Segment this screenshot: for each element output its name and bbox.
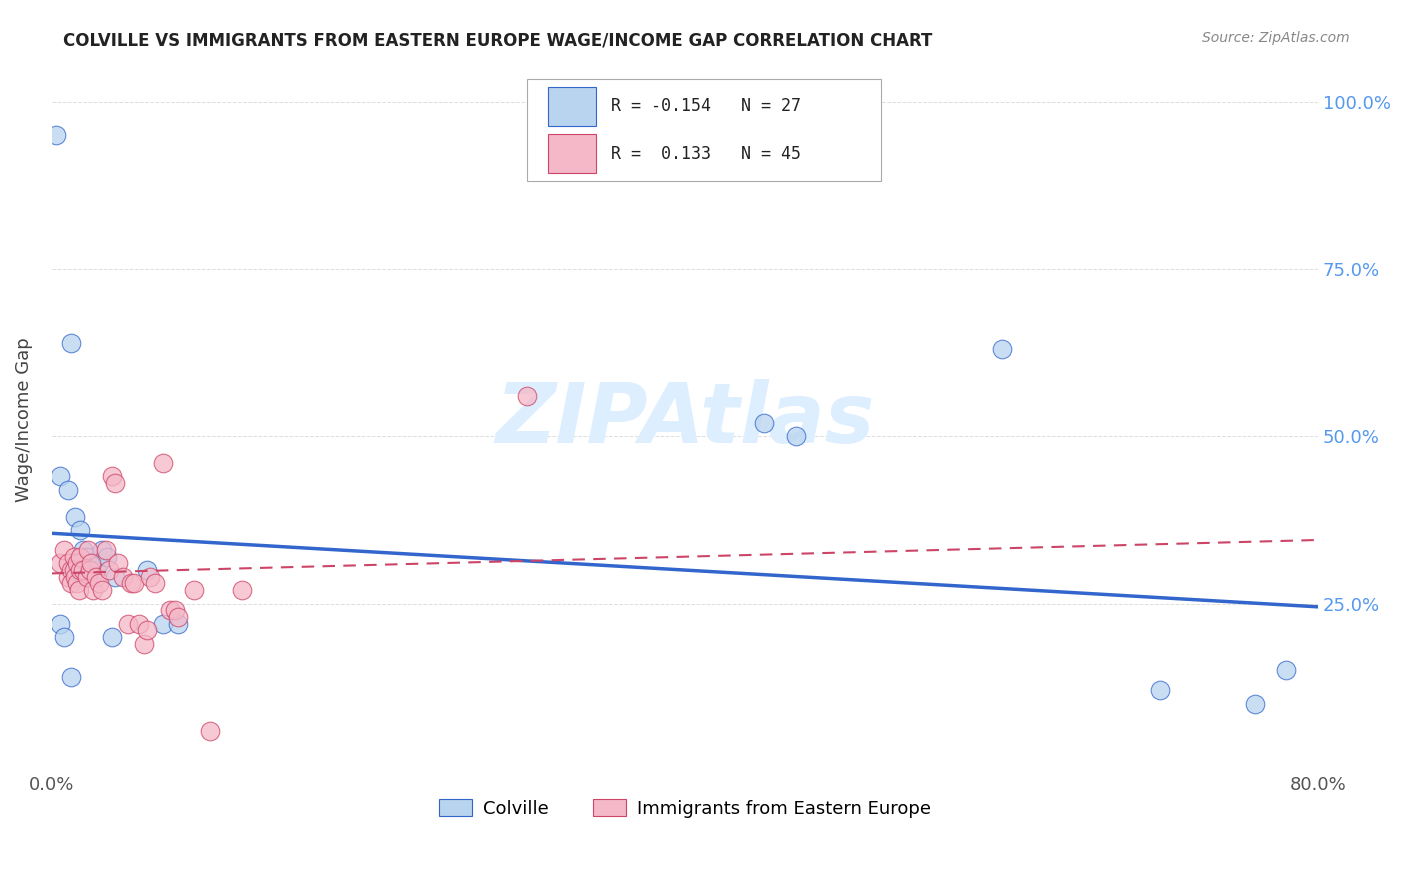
Point — [59, 335, 82, 350]
Point — [167, 610, 190, 624]
Point — [101, 469, 124, 483]
Point — [59, 576, 82, 591]
Point — [91, 583, 114, 598]
Point — [76, 549, 98, 564]
Text: COLVILLE VS IMMIGRANTS FROM EASTERN EUROPE WAGE/INCOME GAP CORRELATION CHART: COLVILLE VS IMMIGRANTS FROM EASTERN EURO… — [63, 31, 932, 49]
Point — [53, 543, 76, 558]
Point — [111, 570, 134, 584]
Point — [63, 549, 86, 564]
Point — [56, 483, 79, 497]
Point — [104, 476, 127, 491]
Point — [56, 557, 79, 571]
Point — [1275, 664, 1298, 678]
Point — [48, 469, 70, 483]
Point — [107, 557, 129, 571]
Point — [79, 563, 101, 577]
Point — [45, 128, 67, 143]
Point — [120, 576, 142, 591]
Point — [69, 523, 91, 537]
Point — [128, 616, 150, 631]
Point — [91, 543, 114, 558]
Point — [82, 583, 104, 598]
Point — [94, 543, 117, 558]
Point — [104, 570, 127, 584]
Point — [752, 416, 775, 430]
Point — [117, 616, 139, 631]
Point — [66, 557, 89, 571]
Point — [143, 576, 166, 591]
Point — [135, 624, 157, 638]
Point — [139, 570, 162, 584]
Text: R =  0.133   N = 45: R = 0.133 N = 45 — [612, 145, 801, 162]
Text: R = -0.154   N = 27: R = -0.154 N = 27 — [612, 97, 801, 115]
FancyBboxPatch shape — [548, 87, 596, 126]
Point — [56, 570, 79, 584]
Point — [1149, 683, 1171, 698]
Legend: Colville, Immigrants from Eastern Europe: Colville, Immigrants from Eastern Europe — [432, 791, 938, 825]
Point — [96, 549, 118, 564]
Point — [48, 557, 70, 571]
Point — [101, 630, 124, 644]
Point — [63, 563, 86, 577]
Point — [159, 603, 181, 617]
Point — [69, 549, 91, 564]
Point — [84, 563, 107, 577]
Point — [785, 429, 807, 443]
Point — [84, 570, 107, 584]
Text: Source: ZipAtlas.com: Source: ZipAtlas.com — [1202, 31, 1350, 45]
Point — [135, 563, 157, 577]
Point — [167, 616, 190, 631]
Y-axis label: Wage/Income Gap: Wage/Income Gap — [15, 337, 32, 502]
Point — [65, 509, 87, 524]
Point — [53, 630, 76, 644]
Point — [66, 576, 89, 591]
Point — [77, 543, 100, 558]
Point — [59, 670, 82, 684]
Point — [76, 570, 98, 584]
Point — [516, 389, 538, 403]
Point — [80, 557, 103, 571]
Point — [152, 456, 174, 470]
Text: ZIPAtlas: ZIPAtlas — [495, 379, 875, 460]
Point — [97, 563, 120, 577]
Point — [80, 557, 103, 571]
Point — [67, 583, 90, 598]
Point — [198, 723, 221, 738]
Point — [1243, 697, 1265, 711]
Point — [990, 343, 1012, 357]
Point — [165, 603, 187, 617]
Point — [89, 576, 111, 591]
Point — [72, 563, 94, 577]
Point — [132, 637, 155, 651]
FancyBboxPatch shape — [548, 135, 596, 173]
Point — [231, 583, 253, 598]
Point — [89, 557, 111, 571]
Point — [59, 563, 82, 577]
Point — [69, 563, 91, 577]
FancyBboxPatch shape — [527, 79, 882, 181]
Point — [122, 576, 145, 591]
Point — [48, 616, 70, 631]
Point — [65, 570, 87, 584]
Point — [183, 583, 205, 598]
Point — [72, 543, 94, 558]
Point — [152, 616, 174, 631]
